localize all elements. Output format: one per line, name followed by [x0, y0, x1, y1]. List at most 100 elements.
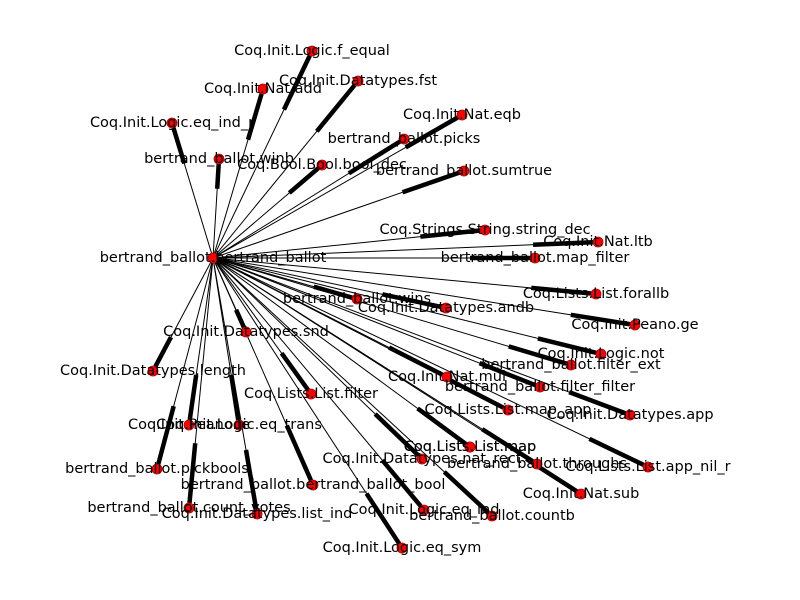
node-label-coq-init-logic-f-equal: Coq.Init.Logic.f_equal [234, 43, 390, 59]
edge-arrowhead-coq-bool-bool-bool-dec [287, 166, 320, 195]
node-bertrand-ballot-bertrand-ballot[interactable] [207, 252, 219, 264]
edge-arrowhead-bertrand-ballot-pickbools [156, 405, 176, 465]
node-label-bertrand-ballot-picks: bertrand_ballot.picks [328, 131, 481, 147]
node-label-bertrand-ballot-count-votes: bertrand_ballot.count_votes [87, 500, 290, 516]
node-coq-lists-list-forallb[interactable] [590, 288, 602, 300]
node-coq-init-logic-eq-trans[interactable] [233, 419, 245, 431]
edge-arrowhead-bertrand-ballot-filter-ext [508, 344, 567, 366]
node-coq-init-nat-sub[interactable] [575, 488, 587, 500]
node-coq-init-logic-eq-sym[interactable] [396, 542, 408, 554]
node-bertrand-ballot-picks[interactable] [398, 133, 410, 145]
node-label-bertrand-ballot-wins: bertrand_ballot.wins [283, 291, 431, 307]
edges-layer [152, 50, 649, 549]
node-bertrand-ballot-wins[interactable] [351, 293, 363, 305]
node-coq-init-logic-eq-ind-r[interactable] [166, 117, 178, 129]
node-label-coq-lists-list-forallb: Coq.Lists.List.forallb [523, 286, 669, 302]
node-label-coq-init-logic-eq-sym: Coq.Init.Logic.eq_sym [323, 540, 482, 556]
node-coq-init-nat-add[interactable] [257, 83, 269, 95]
node-coq-lists-list-map[interactable] [464, 441, 476, 453]
node-bertrand-ballot-pickbools[interactable] [151, 463, 163, 475]
edge-arrowhead-bertrand-ballot-wins [313, 284, 353, 300]
node-bertrand-ballot-sumtrue[interactable] [458, 165, 470, 177]
edge-coq-init-nat-sub [212, 257, 582, 495]
edge-arrowhead-coq-lists-list-map-app [449, 378, 505, 410]
node-bertrand-ballot-winb[interactable] [213, 153, 225, 165]
node-label-coq-init-datatypes-list-ind: Coq.Init.Datatypes.list_ind [162, 506, 353, 522]
node-label-bertrand-ballot-countb: bertrand_ballot.countb [409, 508, 575, 524]
edge-arrowhead-coq-lists-list-app-nil-r [588, 436, 645, 467]
node-coq-init-logic-not[interactable] [595, 348, 607, 360]
edge-arrowhead-bertrand-ballot-winb [214, 163, 221, 189]
node-coq-init-logic-f-equal[interactable] [306, 45, 318, 57]
node-label-coq-init-datatypes-nat-rect: Coq.Init.Datatypes.nat_rect [322, 451, 521, 467]
node-coq-lists-list-filter[interactable] [305, 388, 317, 400]
edge-arrowhead-bertrand-ballot-filter-filter [478, 361, 537, 388]
edge-arrowhead-bertrand-ballot-countb [442, 470, 490, 515]
node-coq-lists-list-app-nil-r[interactable] [642, 461, 654, 473]
node-label-coq-lists-list-map: Coq.Lists.List.map [404, 439, 537, 455]
node-coq-init-datatypes-fst[interactable] [352, 75, 364, 87]
node-coq-init-logic-eq-ind[interactable] [418, 504, 430, 516]
edge-arrowhead-coq-lists-list-filter [279, 351, 310, 392]
edge-coq-init-datatypes-app [212, 257, 631, 416]
node-label-coq-init-logic-eq-trans: Coq.Init.Logic.eq_trans [156, 417, 322, 433]
node-bertrand-ballot-bertrand-ballot-bool[interactable] [307, 479, 319, 491]
node-coq-init-nat-ltb[interactable] [592, 236, 604, 248]
node-coq-init-datatypes-length[interactable] [147, 365, 159, 377]
node-coq-init-datatypes-snd[interactable] [240, 326, 252, 338]
node-coq-lists-list-map-app[interactable] [502, 404, 514, 416]
edge-arrowhead-coq-init-logic-eq-ind-r [171, 127, 187, 165]
node-label-coq-strings-string-string-dec: Coq.Strings.String.string_dec [379, 222, 590, 238]
node-label-coq-init-nat-eqb: Coq.Init.Nat.eqb [403, 107, 521, 123]
edge-arrowhead-coq-init-datatypes-app [568, 389, 627, 416]
node-label-coq-lists-list-app-nil-r: Coq.Lists.List.app_nil_r [565, 459, 730, 475]
node-label-coq-lists-list-map: Coq.Lists.List.map [404, 439, 537, 455]
node-label-bertrand-ballot-filter-filter: bertrand_ballot.filter_filter [445, 379, 635, 395]
node-coq-init-peano-le[interactable] [183, 419, 195, 431]
edge-arrowhead-coq-init-datatypes-nat-rect [373, 412, 420, 458]
node-bertrand-ballot-count-votes[interactable] [183, 502, 195, 514]
edge-arrowhead-coq-init-datatypes-andb [381, 292, 442, 310]
node-label-coq-init-logic-eq-ind-r: Coq.Init.Logic.eq_ind_r [90, 115, 254, 131]
node-coq-init-datatypes-list-ind[interactable] [251, 508, 263, 520]
node-label-bertrand-ballot-winb: bertrand_ballot.winb [144, 151, 294, 167]
node-label-coq-init-logic-not: Coq.Init.Logic.not [538, 346, 665, 362]
edge-arrowhead-coq-init-nat-mul [388, 345, 444, 377]
node-bertrand-ballot-filter-ext[interactable] [565, 359, 577, 371]
edge-arrowhead-coq-lists-list-forallb [531, 285, 592, 296]
edge-arrowhead-coq-init-datatypes-fst [315, 83, 357, 133]
node-label-coq-lists-list-filter: Coq.Lists.List.filter [244, 386, 378, 402]
node-coq-init-nat-eqb[interactable] [456, 109, 468, 121]
node-coq-init-datatypes-andb[interactable] [440, 302, 452, 314]
nodes-layer [147, 45, 654, 554]
node-coq-init-datatypes-nat-rect[interactable] [416, 453, 428, 465]
node-coq-init-nat-mul[interactable] [441, 371, 453, 383]
edge-arrowhead-coq-init-logic-eq-trans [228, 374, 241, 421]
node-bertrand-ballot-countb[interactable] [486, 510, 498, 522]
node-label-bertrand-ballot-bertrand-ballot-bool: bertrand_ballot.bertrand_ballot_bool [181, 477, 446, 493]
edge-arrowhead-coq-lists-list-map [416, 406, 468, 446]
edge-coq-init-logic-not [212, 257, 602, 355]
node-coq-init-datatypes-app[interactable] [624, 409, 636, 421]
node-coq-bool-bool-bool-dec[interactable] [316, 159, 328, 171]
node-bertrand-ballot-filter-filter[interactable] [534, 381, 546, 393]
node-coq-strings-string-string-dec[interactable] [479, 224, 491, 236]
node-label-bertrand-ballot-sumtrue: bertrand_ballot.sumtrue [376, 163, 552, 179]
node-bertrand-ballot-map-filter[interactable] [529, 252, 541, 264]
edge-coq-init-peano-ge [212, 257, 636, 326]
node-label-bertrand-ballot-throughs: bertrand_ballot.throughs [447, 456, 627, 472]
node-label-bertrand-ballot-map-filter: bertrand_ballot.map_filter [441, 250, 630, 266]
edge-arrowhead-coq-init-nat-ltb [532, 239, 594, 247]
node-label-coq-init-datatypes-length: Coq.Init.Datatypes.length [60, 363, 246, 379]
edge-arrowhead-coq-init-datatypes-list-ind [243, 449, 259, 510]
node-coq-init-peano-ge[interactable] [629, 319, 641, 331]
edge-arrowhead-coq-init-logic-f-equal [281, 54, 312, 111]
node-label-coq-init-peano-ge: Coq.Init.Peano.ge [571, 317, 698, 333]
node-label-coq-init-nat-ltb: Coq.Init.Nat.ltb [543, 234, 653, 250]
node-bertrand-ballot-throughs[interactable] [531, 458, 543, 470]
edge-arrowhead-coq-strings-string-string-dec [420, 228, 481, 239]
edge-arrowhead-coq-init-datatypes-length [153, 336, 173, 368]
edge-arrowhead-bertrand-ballot-sumtrue [401, 170, 461, 195]
